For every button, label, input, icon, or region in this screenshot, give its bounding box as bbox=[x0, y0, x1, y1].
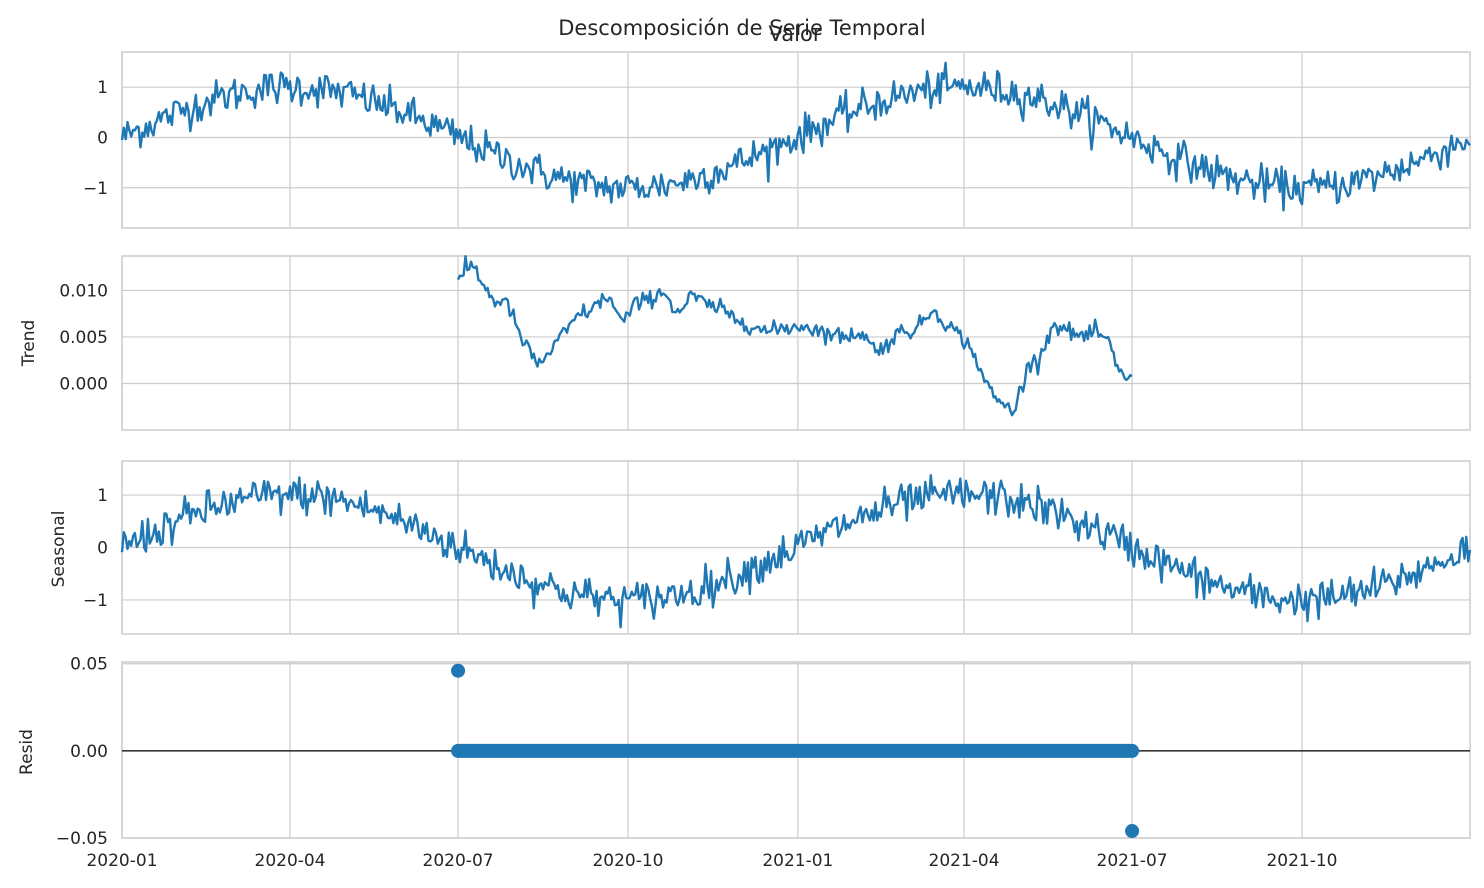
resid-ylabel: Resid bbox=[17, 729, 37, 775]
resid-y-tick-label: 0.05 bbox=[70, 655, 108, 675]
seasonal-y-tick-label: 0 bbox=[97, 539, 108, 559]
resid-point bbox=[1125, 824, 1140, 839]
observed-series-line bbox=[120, 61, 1471, 212]
figure-title: Descomposición de Serie Temporal bbox=[558, 16, 925, 40]
x-tick-label: 2020-10 bbox=[592, 851, 663, 871]
resid-axes-frame bbox=[121, 661, 1471, 839]
x-tick-label: 2021-07 bbox=[1097, 851, 1168, 871]
trend-y-tick-label: 0.000 bbox=[59, 374, 108, 394]
observed-panel-title: Valor bbox=[769, 22, 822, 46]
observed-y-tick-label: −1 bbox=[83, 179, 108, 199]
seasonal-y-tick-label: −1 bbox=[83, 591, 108, 611]
seasonal-y-tick-label: 1 bbox=[97, 486, 108, 506]
resid-y-tick-label: −0.05 bbox=[56, 829, 108, 849]
seasonal-series-line bbox=[120, 474, 1472, 629]
observed-y-tick-label: 1 bbox=[97, 78, 108, 98]
trend-series-line bbox=[457, 255, 1133, 417]
resid-point bbox=[451, 663, 466, 678]
observed-y-tick-label: 0 bbox=[97, 128, 108, 148]
x-tick-label: 2021-04 bbox=[929, 851, 1000, 871]
x-tick-label: 2020-07 bbox=[423, 851, 494, 871]
trend-ylabel: Trend bbox=[19, 320, 39, 368]
trend-y-tick-label: 0.005 bbox=[59, 328, 108, 348]
resid-y-tick-label: 0.00 bbox=[70, 742, 108, 762]
x-tick-label: 2021-01 bbox=[762, 851, 833, 871]
x-tick-label: 2020-01 bbox=[86, 851, 157, 871]
trend-axes-frame bbox=[121, 255, 1471, 431]
seasonal-ylabel: Seasonal bbox=[49, 511, 69, 588]
x-tick-label: 2021-10 bbox=[1266, 851, 1337, 871]
trend-y-tick-label: 0.010 bbox=[59, 281, 108, 301]
x-tick-label: 2020-04 bbox=[255, 851, 326, 871]
